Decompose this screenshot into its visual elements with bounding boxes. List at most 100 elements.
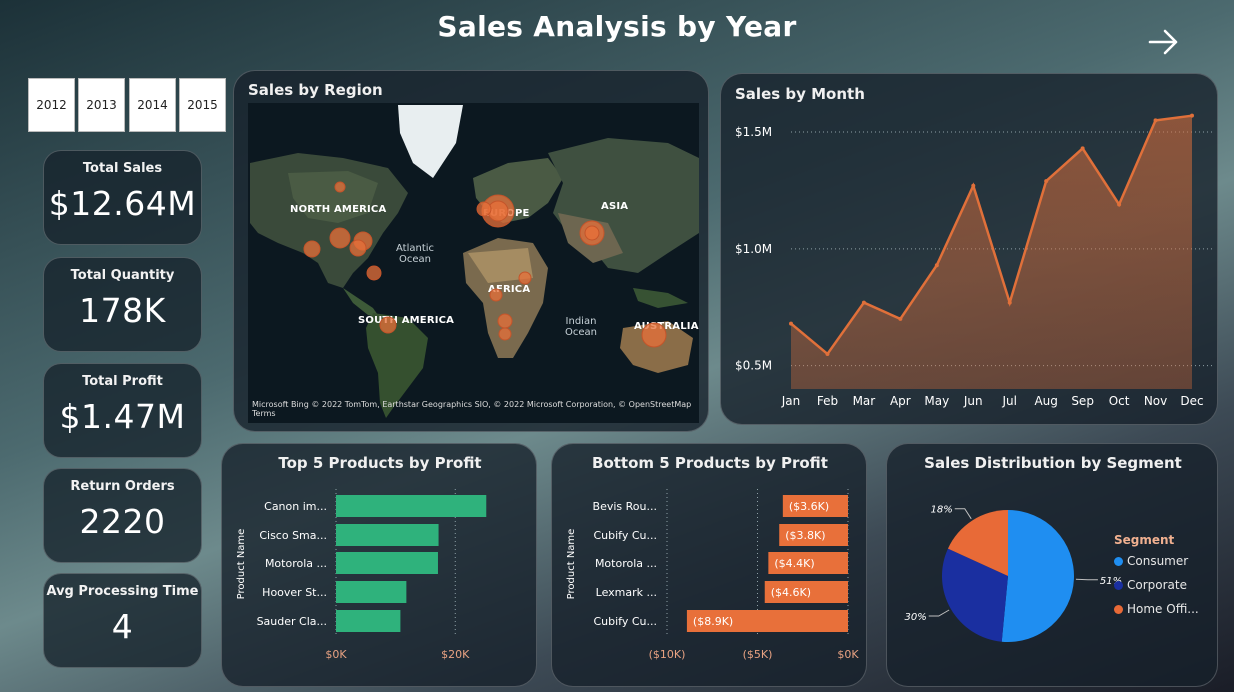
category-label: Bevis Rou... xyxy=(593,500,657,513)
bar[interactable] xyxy=(336,495,487,517)
sales-bubble[interactable] xyxy=(334,181,346,193)
bottom-5-products-panel: Bottom 5 Products by Profit ($10K) ($5K) $… xyxy=(551,443,867,687)
year-button-2015[interactable]: 2015 xyxy=(179,78,226,132)
sales-bubble[interactable] xyxy=(329,227,351,249)
sales-area-fill xyxy=(791,115,1192,389)
sales-bubble[interactable] xyxy=(366,265,382,281)
data-point[interactable] xyxy=(825,351,830,356)
leader-line xyxy=(928,609,950,617)
sales-bubble[interactable] xyxy=(349,239,367,257)
x-tick-label: Jun xyxy=(963,394,983,408)
leader-line xyxy=(1075,578,1098,581)
leader-line xyxy=(954,508,972,520)
category-label: Canon im... xyxy=(264,500,327,513)
sales-bubble[interactable] xyxy=(641,322,667,348)
legend-item-consumer[interactable]: Consumer xyxy=(1114,554,1188,568)
data-point[interactable] xyxy=(971,183,976,188)
bar[interactable] xyxy=(768,552,848,574)
greenland-landmass xyxy=(398,105,463,178)
y-tick-label: $0.5M xyxy=(735,359,772,373)
data-label: ($4.6K) xyxy=(771,586,811,599)
pie-slice[interactable] xyxy=(1001,510,1074,642)
y-axis-title: Product Name xyxy=(236,529,247,600)
legend-item-home-office[interactable]: Home Offi... xyxy=(1114,602,1199,616)
bar[interactable] xyxy=(336,610,401,632)
sales-bubble[interactable] xyxy=(489,288,503,302)
data-point[interactable] xyxy=(1190,113,1194,118)
year-button-2014[interactable]: 2014 xyxy=(129,78,176,132)
pie-slice[interactable] xyxy=(947,510,1008,576)
bar[interactable] xyxy=(686,610,848,632)
year-button-2012[interactable]: 2012 xyxy=(28,78,75,132)
bar[interactable] xyxy=(782,495,848,517)
category-label: Hoover St... xyxy=(262,586,327,599)
x-tick-label: Dec xyxy=(1180,394,1203,408)
top-5-products-panel: Top 5 Products by Profit $0K $20K Product … xyxy=(221,443,537,687)
legend-item-corporate[interactable]: Corporate xyxy=(1114,578,1187,592)
kpi-label: Avg Processing Time xyxy=(46,584,199,599)
sales-bubble[interactable] xyxy=(303,240,321,258)
year-button-2013[interactable]: 2013 xyxy=(78,78,125,132)
data-point[interactable] xyxy=(789,321,793,326)
kpi-label: Total Quantity xyxy=(70,268,175,283)
sales-bubble[interactable] xyxy=(379,316,397,334)
sales-bubble[interactable] xyxy=(518,271,532,285)
data-point[interactable] xyxy=(1153,118,1158,123)
bar[interactable] xyxy=(336,581,407,603)
kpi-card-avg-processing-time: Avg Processing Time 4 xyxy=(43,573,202,668)
world-map[interactable]: NORTH AMERICA EUROPE ASIA AFRICA SOUTH A… xyxy=(248,103,699,423)
bottom-5-products-chart[interactable]: ($10K) ($5K) $0K Product Name Bevis Rou... ($… xyxy=(552,444,868,688)
legend-swatch xyxy=(1114,556,1123,566)
x-tick-label: $0K xyxy=(325,648,347,661)
x-tick-label: Sep xyxy=(1071,394,1094,408)
data-point[interactable] xyxy=(861,300,866,305)
x-tick-label: $0K xyxy=(837,648,859,661)
legend-swatch xyxy=(1114,580,1123,590)
data-point[interactable] xyxy=(1007,300,1012,305)
page-title: Sales Analysis by Year xyxy=(437,10,797,43)
legend-swatch xyxy=(1114,604,1123,614)
south-america-landmass xyxy=(366,313,428,418)
data-point[interactable] xyxy=(934,263,939,268)
x-tick-label: May xyxy=(924,394,949,408)
bar[interactable] xyxy=(336,552,438,574)
sales-by-region-panel: Sales by Region NORTH AMERICA xyxy=(233,70,709,432)
x-tick-label: $20K xyxy=(441,648,470,661)
data-point[interactable] xyxy=(1117,202,1122,207)
sales-bubble[interactable] xyxy=(476,201,492,217)
sales-line xyxy=(790,114,1193,356)
category-label: Motorola ... xyxy=(595,557,657,570)
continent-label-south-america: SOUTH AMERICA xyxy=(358,315,455,326)
bar[interactable] xyxy=(336,524,439,546)
bar[interactable] xyxy=(779,524,848,546)
x-tick-label: Jan xyxy=(781,394,801,408)
next-page-arrow-icon[interactable] xyxy=(1148,28,1180,56)
sales-bubble[interactable] xyxy=(497,313,513,329)
kpi-value: 4 xyxy=(111,607,134,646)
chart-title: Sales Distribution by Segment xyxy=(924,454,1182,472)
legend-label: Home Offi... xyxy=(1127,602,1199,616)
sales-bubble[interactable] xyxy=(498,327,512,341)
chart-title: Bottom 5 Products by Profit xyxy=(592,454,828,472)
data-point[interactable] xyxy=(1080,146,1085,151)
kpi-value: $1.47M xyxy=(59,397,186,436)
top-5-products-chart[interactable]: $0K $20K Product Name Canon im... Cisco Sma.… xyxy=(222,444,538,688)
category-label: Motorola ... xyxy=(265,557,327,570)
x-tick-label: Aug xyxy=(1034,394,1057,408)
data-label: 30% xyxy=(904,612,926,623)
data-label: ($8.9K) xyxy=(693,615,733,628)
segment-pie-chart[interactable]: 51% 30% 18% xyxy=(887,444,1219,688)
sales-bubble[interactable] xyxy=(584,225,600,241)
data-point[interactable] xyxy=(898,316,903,321)
x-tick-label: ($5K) xyxy=(743,648,773,661)
bar[interactable] xyxy=(764,581,848,603)
central-america-landmass xyxy=(343,288,380,318)
data-label: 18% xyxy=(931,505,953,516)
data-point[interactable] xyxy=(1044,179,1049,184)
pie-slice[interactable] xyxy=(942,548,1008,642)
map-attribution: Microsoft Bing © 2022 TomTom, Earthstar … xyxy=(252,400,692,418)
x-tick-label: Mar xyxy=(853,394,876,408)
kpi-label: Total Sales xyxy=(82,161,163,176)
sales-by-month-panel: Sales by Month $0.5M $1.0M $1.5M Jan Feb Mar A… xyxy=(720,73,1218,425)
